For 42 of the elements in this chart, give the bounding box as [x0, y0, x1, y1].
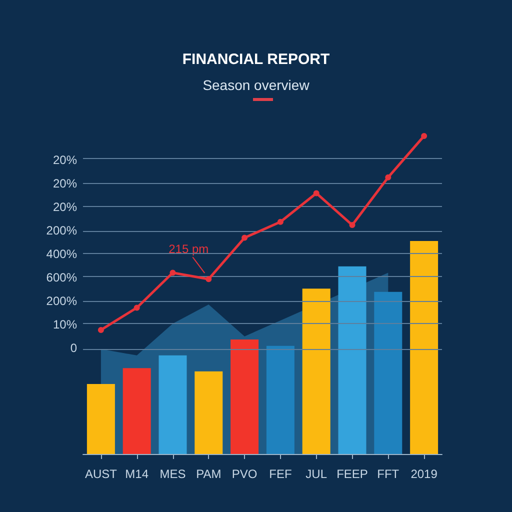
bar — [410, 240, 438, 454]
text: 200% — [46, 224, 78, 238]
bar — [230, 340, 259, 454]
point — [421, 133, 428, 139]
text: 20% — [52, 200, 78, 214]
text: 600% — [46, 270, 78, 284]
point — [170, 270, 176, 276]
x-tick-label: M14 — [125, 467, 149, 481]
bar — [302, 288, 330, 454]
point — [242, 234, 248, 241]
x-tick-label: FEEP — [336, 467, 368, 481]
text: 400% — [46, 247, 78, 261]
point — [313, 190, 320, 196]
chart-title: FINANCIAL REPORT — [182, 51, 330, 68]
text: 0 — [70, 341, 78, 355]
bar — [122, 368, 151, 454]
bar — [338, 266, 366, 454]
point — [385, 174, 392, 180]
annotation: 215 pm — [168, 242, 209, 256]
text: 10% — [52, 318, 78, 332]
text: 20% — [52, 153, 78, 167]
bar — [158, 355, 187, 454]
point — [277, 218, 284, 225]
x-tick-label: PVO — [232, 467, 258, 481]
bar — [86, 384, 115, 454]
point — [206, 276, 212, 282]
point — [349, 222, 356, 228]
text: 20% — [52, 176, 78, 190]
x-tick-label: PAM — [196, 467, 222, 481]
text: 200% — [46, 294, 78, 308]
x-tick-label: FEF — [269, 467, 292, 481]
bar — [194, 371, 223, 454]
x-tick-label: AUST — [84, 467, 118, 481]
chart-subtitle: Season overview — [202, 77, 310, 93]
x-tick-label: MES — [160, 467, 186, 481]
x-tick-label: JUL — [306, 467, 328, 481]
point — [98, 326, 104, 333]
x-tick-label: FFT — [377, 467, 400, 481]
bar — [374, 292, 402, 454]
point — [134, 304, 140, 311]
x-tick-label: 2019 — [410, 467, 438, 481]
bar — [266, 346, 294, 454]
